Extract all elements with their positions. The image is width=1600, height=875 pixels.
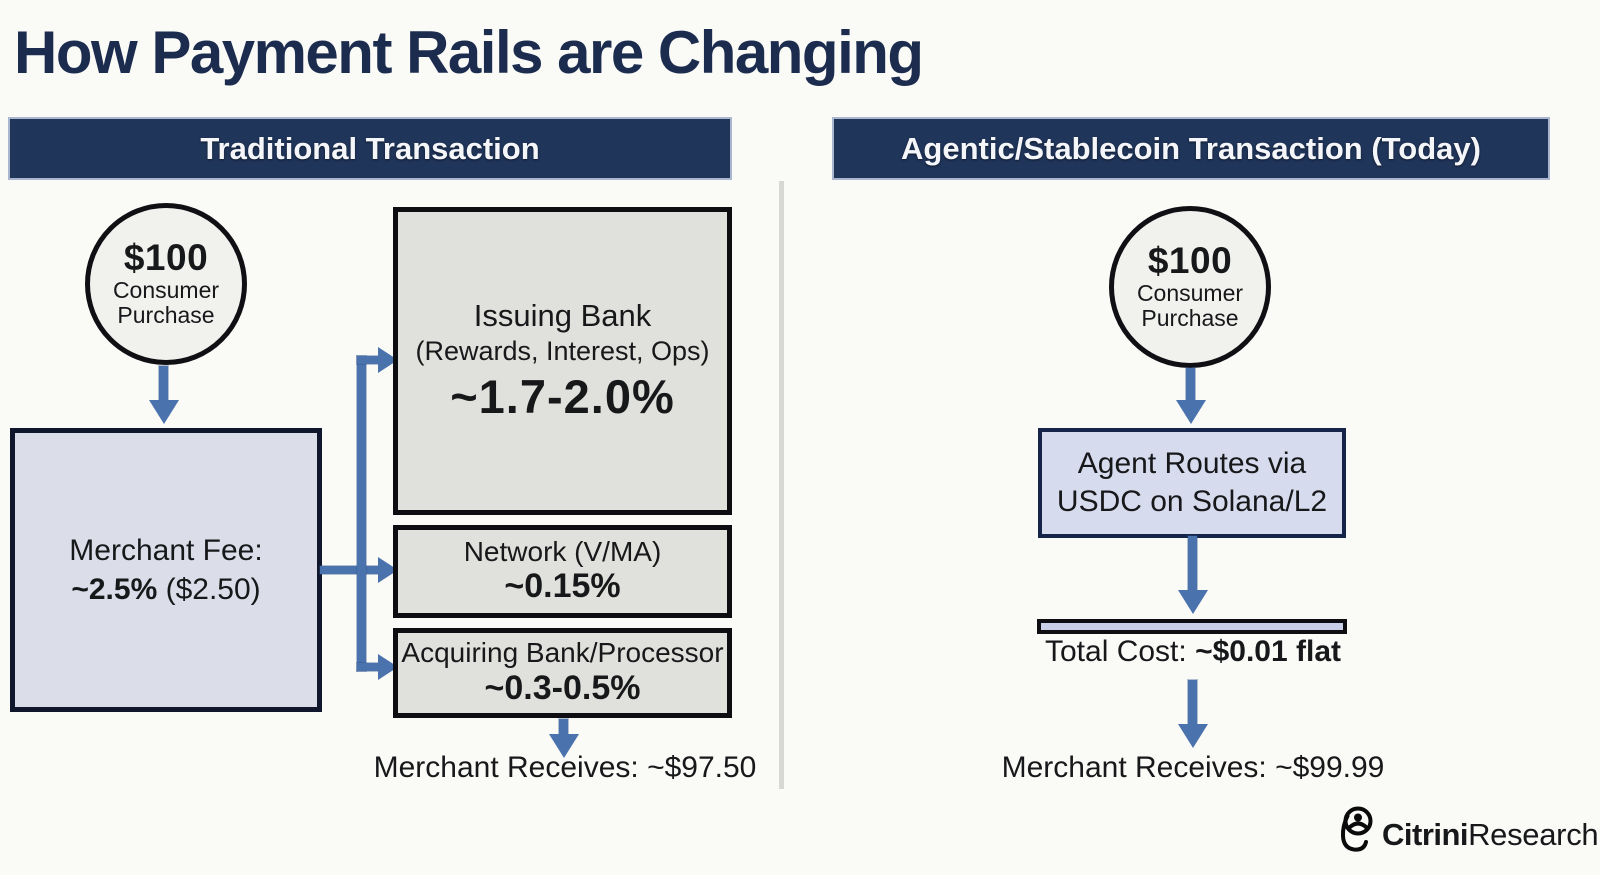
flow-arrow-head-down-icon	[1178, 590, 1208, 614]
brand-name: CitriniResearch	[1382, 816, 1599, 852]
branch-connector-top	[357, 356, 382, 364]
flow-arrow-head-down-icon	[549, 734, 579, 758]
purchase-line1: Consumer	[1136, 279, 1244, 306]
merchant-fee-label: Merchant Fee:	[69, 534, 263, 567]
purchase-amount: $100	[123, 236, 209, 278]
header-agentic: Agentic/Stablecoin Transaction (Today)	[832, 117, 1550, 180]
header-traditional-label: Traditional Transaction	[200, 130, 540, 166]
flow-arrow-shaft	[1186, 368, 1195, 402]
flow-arrow-shaft	[1188, 536, 1197, 592]
flow-arrow-head-down-icon	[1176, 400, 1206, 424]
merchant-receives-traditional: Merchant Receives: ~$97.50	[373, 751, 757, 784]
issuing-bank-name: Issuing Bank	[473, 298, 652, 333]
header-traditional: Traditional Transaction	[8, 117, 732, 180]
merchant-fee-value: ~2.5% ($2.50)	[71, 573, 261, 606]
flow-arrow-shaft	[1188, 680, 1197, 726]
column-divider	[779, 181, 784, 789]
acquiring-bank-rate: ~0.3-0.5%	[484, 668, 641, 707]
issuing-bank-box: Issuing Bank (Rewards, Interest, Ops) ~1…	[393, 207, 732, 515]
total-cost-label: Total Cost:	[1045, 635, 1196, 668]
purchase-line2: Purchase	[1141, 305, 1239, 332]
branch-connector-middle	[320, 566, 382, 574]
purchase-amount: $100	[1147, 239, 1233, 281]
flow-arrow-head-down-icon	[1178, 724, 1208, 748]
total-cost-line: Total Cost: ~$0.01 flat	[958, 635, 1428, 669]
consumer-purchase-circle-traditional: $100 Consumer Purchase	[85, 203, 247, 365]
purchase-line1: Consumer	[112, 276, 220, 303]
page-title: How Payment Rails are Changing	[14, 19, 924, 86]
agent-routes-line2: USDC on Solana/L2	[1056, 485, 1328, 518]
flow-arrow-head-down-icon	[149, 400, 179, 424]
merchant-receives-agentic: Merchant Receives: ~$99.99	[1001, 751, 1385, 784]
agent-routes-box: Agent Routes via USDC on Solana/L2	[1038, 428, 1346, 538]
branch-connector-bottom	[357, 663, 382, 671]
total-cost-value: ~$0.01 flat	[1195, 635, 1341, 668]
branch-connector-vertical	[357, 356, 366, 671]
network-name: Network (V/MA)	[463, 535, 662, 567]
flow-arrow-shaft	[159, 366, 168, 402]
network-box: Network (V/MA) ~0.15%	[393, 525, 732, 618]
brand-logo: CitriniResearch	[1338, 806, 1599, 863]
issuing-bank-rate: ~1.7-2.0%	[450, 370, 675, 423]
acquiring-bank-box: Acquiring Bank/Processor ~0.3-0.5%	[393, 628, 732, 718]
citrini-logo-icon	[1338, 806, 1374, 863]
flow-arrow-shaft	[559, 719, 568, 736]
settlement-bar	[1037, 619, 1347, 634]
header-agentic-label: Agentic/Stablecoin Transaction (Today)	[901, 130, 1481, 166]
agent-routes-line1: Agent Routes via	[1077, 446, 1307, 480]
consumer-purchase-circle-agentic: $100 Consumer Purchase	[1109, 206, 1271, 368]
merchant-fee-box: Merchant Fee: ~2.5% ($2.50)	[10, 428, 322, 712]
issuing-bank-detail: (Rewards, Interest, Ops)	[415, 336, 710, 366]
purchase-line2: Purchase	[117, 302, 215, 329]
acquiring-bank-name: Acquiring Bank/Processor	[401, 637, 724, 669]
network-rate: ~0.15%	[504, 567, 621, 606]
